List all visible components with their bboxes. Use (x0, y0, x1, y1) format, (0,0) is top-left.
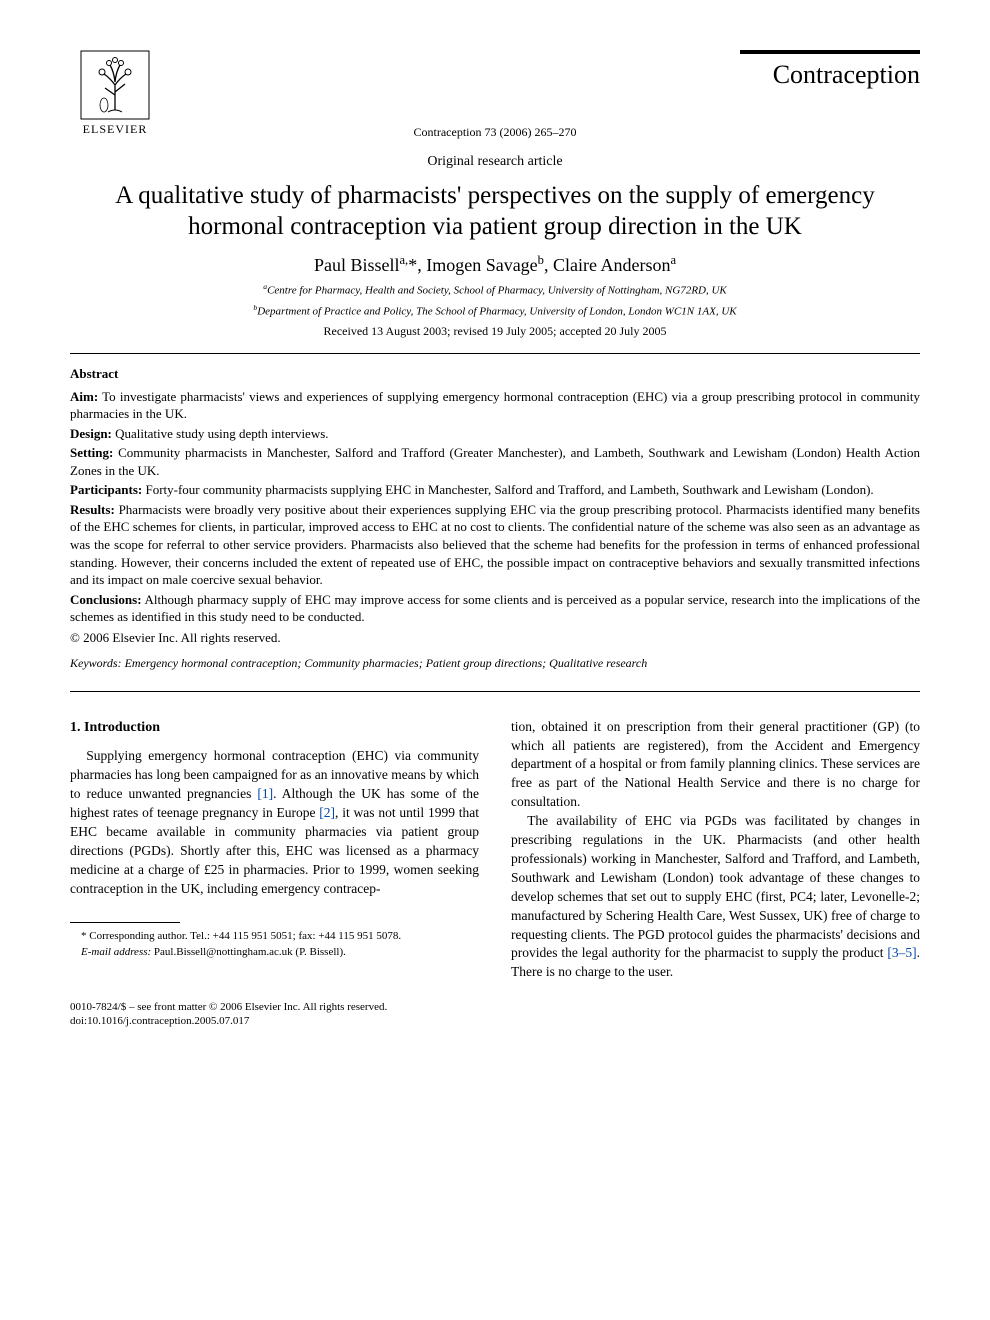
text-run: The availability of EHC via PGDs was fac… (511, 813, 920, 960)
authors: Paul Bissella,*, Imogen Savageb, Claire … (70, 253, 920, 276)
corresponding-author-note: * Corresponding author. Tel.: +44 115 95… (70, 929, 479, 944)
copyright: © 2006 Elsevier Inc. All rights reserved… (70, 630, 920, 646)
article-type: Original research article (70, 154, 920, 170)
keywords-label: Keywords: (70, 656, 122, 670)
intro-para-1: Supplying emergency hormonal contracepti… (70, 747, 479, 898)
column-left: 1. Introduction Supplying emergency horm… (70, 718, 479, 982)
abstract-lead: Aim: (70, 389, 98, 404)
abstract-lead: Participants: (70, 482, 142, 497)
citation: Contraception 73 (2006) 265–270 (70, 125, 920, 140)
abstract-text: To investigate pharmacists' views and ex… (70, 389, 920, 422)
keywords: Keywords: Emergency hormonal contracepti… (70, 656, 920, 671)
email-label: E-mail address: (81, 946, 151, 958)
intro-para-2: The availability of EHC via PGDs was fac… (511, 812, 920, 982)
abstract-lead: Conclusions: (70, 592, 142, 607)
affiliation-a: aCentre for Pharmacy, Health and Society… (70, 282, 920, 299)
article-title: A qualitative study of pharmacists' pers… (70, 180, 920, 243)
abstract-heading: Abstract (70, 366, 920, 382)
column-right: tion, obtained it on prescription from t… (511, 718, 920, 982)
affiliation-b: bDepartment of Practice and Policy, The … (70, 303, 920, 320)
elsevier-tree-icon (80, 50, 150, 120)
journal-name: Contraception (740, 50, 920, 90)
abstract-text: Pharmacists were broadly very positive a… (70, 502, 920, 587)
footer: 0010-7824/$ – see front matter © 2006 El… (70, 1000, 920, 1029)
abstract-text: Although pharmacy supply of EHC may impr… (70, 592, 920, 625)
publisher-logo: ELSEVIER (70, 50, 160, 137)
abstract-text: Community pharmacists in Manchester, Sal… (70, 445, 920, 478)
email-note: E-mail address: Paul.Bissell@nottingham.… (70, 945, 479, 960)
abstract-item: Aim: To investigate pharmacists' views a… (70, 388, 920, 423)
publisher-name: ELSEVIER (83, 122, 148, 137)
intro-para-1-cont: tion, obtained it on prescription from t… (511, 718, 920, 812)
abstract-item: Results: Pharmacists were broadly very p… (70, 501, 920, 589)
email-address: Paul.Bissell@nottingham.ac.uk (P. Bissel… (151, 946, 346, 958)
abstract-lead: Setting: (70, 445, 113, 460)
abstract: Abstract Aim: To investigate pharmacists… (70, 354, 920, 691)
footer-issn: 0010-7824/$ – see front matter © 2006 El… (70, 1000, 920, 1014)
page-header: ELSEVIER Contraception (70, 50, 920, 137)
footnote-rule (70, 922, 180, 923)
keywords-text: Emergency hormonal contraception; Commun… (122, 656, 648, 670)
abstract-text: Forty-four community pharmacists supplyi… (142, 482, 873, 497)
abstract-lead: Design: (70, 426, 112, 441)
body-columns: 1. Introduction Supplying emergency horm… (70, 718, 920, 982)
footer-doi: doi:10.1016/j.contraception.2005.07.017 (70, 1014, 920, 1028)
rule-bottom (70, 691, 920, 692)
abstract-lead: Results: (70, 502, 115, 517)
article-dates: Received 13 August 2003; revised 19 July… (70, 324, 920, 339)
abstract-item: Conclusions: Although pharmacy supply of… (70, 591, 920, 626)
abstract-item: Design: Qualitative study using depth in… (70, 425, 920, 443)
abstract-item: Participants: Forty-four community pharm… (70, 481, 920, 499)
affiliation-a-text: Centre for Pharmacy, Health and Society,… (267, 284, 727, 296)
abstract-text: Qualitative study using depth interviews… (112, 426, 329, 441)
ref-link-2[interactable]: [2] (319, 805, 335, 820)
section-heading: 1. Introduction (70, 718, 479, 738)
ref-link-1[interactable]: [1] (257, 786, 273, 801)
ref-link-3-5[interactable]: [3–5] (887, 945, 916, 960)
affiliation-b-text: Department of Practice and Policy, The S… (257, 305, 736, 317)
abstract-item: Setting: Community pharmacists in Manche… (70, 444, 920, 479)
